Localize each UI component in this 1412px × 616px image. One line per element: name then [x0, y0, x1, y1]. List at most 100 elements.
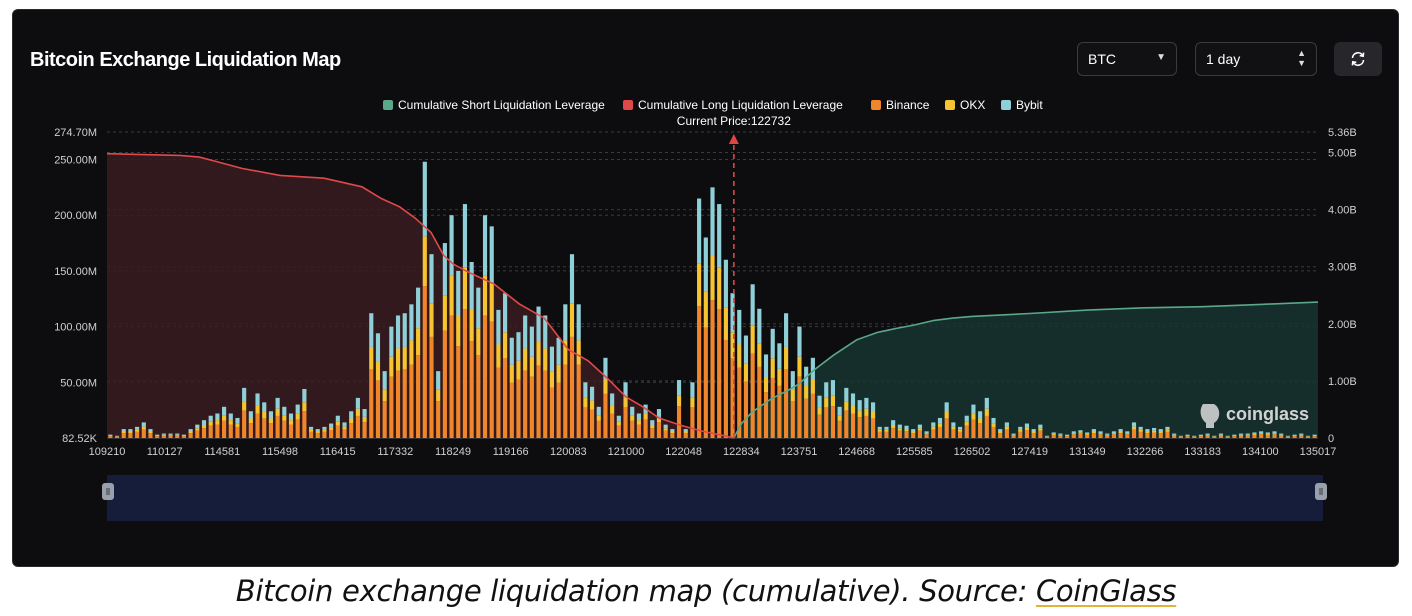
bar-bybit [723, 259, 728, 308]
bar-binance [1218, 435, 1224, 438]
bar-bybit [362, 409, 367, 417]
bar-binance [248, 423, 253, 438]
bar-bybit [844, 387, 849, 402]
bar-bybit [1218, 433, 1224, 435]
bar-okx [288, 420, 294, 425]
source-link[interactable]: CoinGlass [1035, 574, 1177, 608]
bar-binance [342, 429, 347, 438]
x-tick-label: 116415 [320, 446, 356, 458]
bar-binance [984, 415, 989, 438]
bar-binance [1051, 434, 1056, 438]
bar-okx [509, 364, 514, 383]
bar-okx [663, 428, 668, 431]
bar-binance [1118, 433, 1123, 438]
bar-bybit [824, 382, 829, 398]
bar-bybit [382, 371, 387, 390]
bar-okx [1145, 431, 1150, 434]
short-area [733, 302, 1318, 438]
bar-bybit [1305, 435, 1311, 437]
bar-okx [248, 418, 253, 424]
bar-okx [382, 389, 387, 402]
bar-bybit [1004, 422, 1009, 427]
bar-okx [503, 332, 508, 359]
bar-okx [944, 411, 949, 419]
bar-bybit [911, 429, 916, 432]
bar-bybit [1172, 433, 1177, 435]
bar-okx [616, 421, 621, 426]
bar-binance [737, 367, 742, 438]
bar-binance [730, 358, 735, 438]
bar-bybit [630, 406, 635, 416]
bar-okx [710, 255, 715, 301]
bar-okx [1218, 434, 1224, 436]
bar-bybit [536, 306, 541, 343]
bar-okx [1078, 432, 1083, 434]
bar-binance [1178, 436, 1183, 438]
bar-bybit [1299, 433, 1304, 435]
bar-okx [583, 397, 588, 408]
bar-okx [676, 395, 682, 407]
bar-okx [884, 429, 889, 432]
x-tick-label: 114581 [204, 446, 240, 458]
bar-binance [1058, 435, 1063, 438]
bar-binance [442, 330, 447, 438]
bar-bybit [1158, 429, 1163, 432]
bar-bybit [215, 413, 220, 421]
bar-okx [262, 411, 267, 419]
bar-bybit [743, 335, 749, 364]
bar-binance [375, 380, 381, 438]
bar-bybit [1024, 423, 1030, 428]
bar-binance [315, 433, 320, 438]
y-right-tick-label: 0 [1328, 433, 1334, 445]
bar-binance [215, 424, 220, 438]
bar-bybit [1011, 433, 1016, 435]
slider-handle[interactable] [1315, 483, 1327, 500]
bar-binance [235, 426, 240, 438]
bar-bybit [395, 315, 401, 349]
bar-binance [335, 425, 340, 438]
x-tick-label: 110127 [147, 446, 183, 458]
x-tick-label: 131349 [1069, 446, 1106, 458]
bar-bybit [596, 406, 601, 416]
range-slider[interactable] [102, 475, 1327, 521]
bar-okx [329, 427, 334, 431]
bar-bybit [543, 315, 548, 349]
bar-bybit [616, 415, 621, 422]
bar-binance [482, 315, 488, 438]
bar-okx [723, 307, 728, 340]
range-select[interactable]: 1 day ▲ ▼ [1195, 42, 1317, 76]
bar-okx [1172, 434, 1177, 436]
bar-binance [1091, 433, 1096, 438]
bar-okx [208, 421, 213, 426]
page-title: Bitcoin Exchange Liquidation Map [30, 49, 341, 71]
bar-binance [1212, 436, 1217, 438]
bar-binance [1232, 436, 1237, 438]
bar-okx [355, 408, 360, 416]
current-price-label: Current Price:122732 [677, 114, 791, 128]
bar-okx [656, 416, 662, 423]
bar-bybit [1091, 429, 1096, 432]
bar-okx [790, 389, 795, 402]
bar-binance [877, 431, 882, 438]
bar-okx [897, 428, 902, 431]
bar-binance [469, 341, 474, 438]
bar-okx [1091, 431, 1096, 434]
legend-item: OKX [960, 98, 985, 112]
bar-okx [436, 389, 441, 402]
bar-bybit [1185, 434, 1190, 436]
bar-binance [1198, 436, 1203, 438]
legend-swatch [871, 100, 881, 110]
symbol-select[interactable]: BTC ▼ [1077, 42, 1177, 76]
bar-bybit [1272, 431, 1277, 434]
bar-okx [549, 371, 554, 388]
bar-binance [436, 401, 441, 438]
bar-binance [937, 426, 943, 438]
bar-okx [804, 385, 809, 399]
slider-handle[interactable] [102, 483, 114, 500]
bar-okx [516, 360, 521, 380]
bar-okx [824, 397, 829, 408]
refresh-button[interactable] [1334, 42, 1382, 76]
bar-bybit [355, 397, 360, 409]
bar-binance [128, 433, 133, 438]
slider-track[interactable] [107, 475, 1323, 521]
